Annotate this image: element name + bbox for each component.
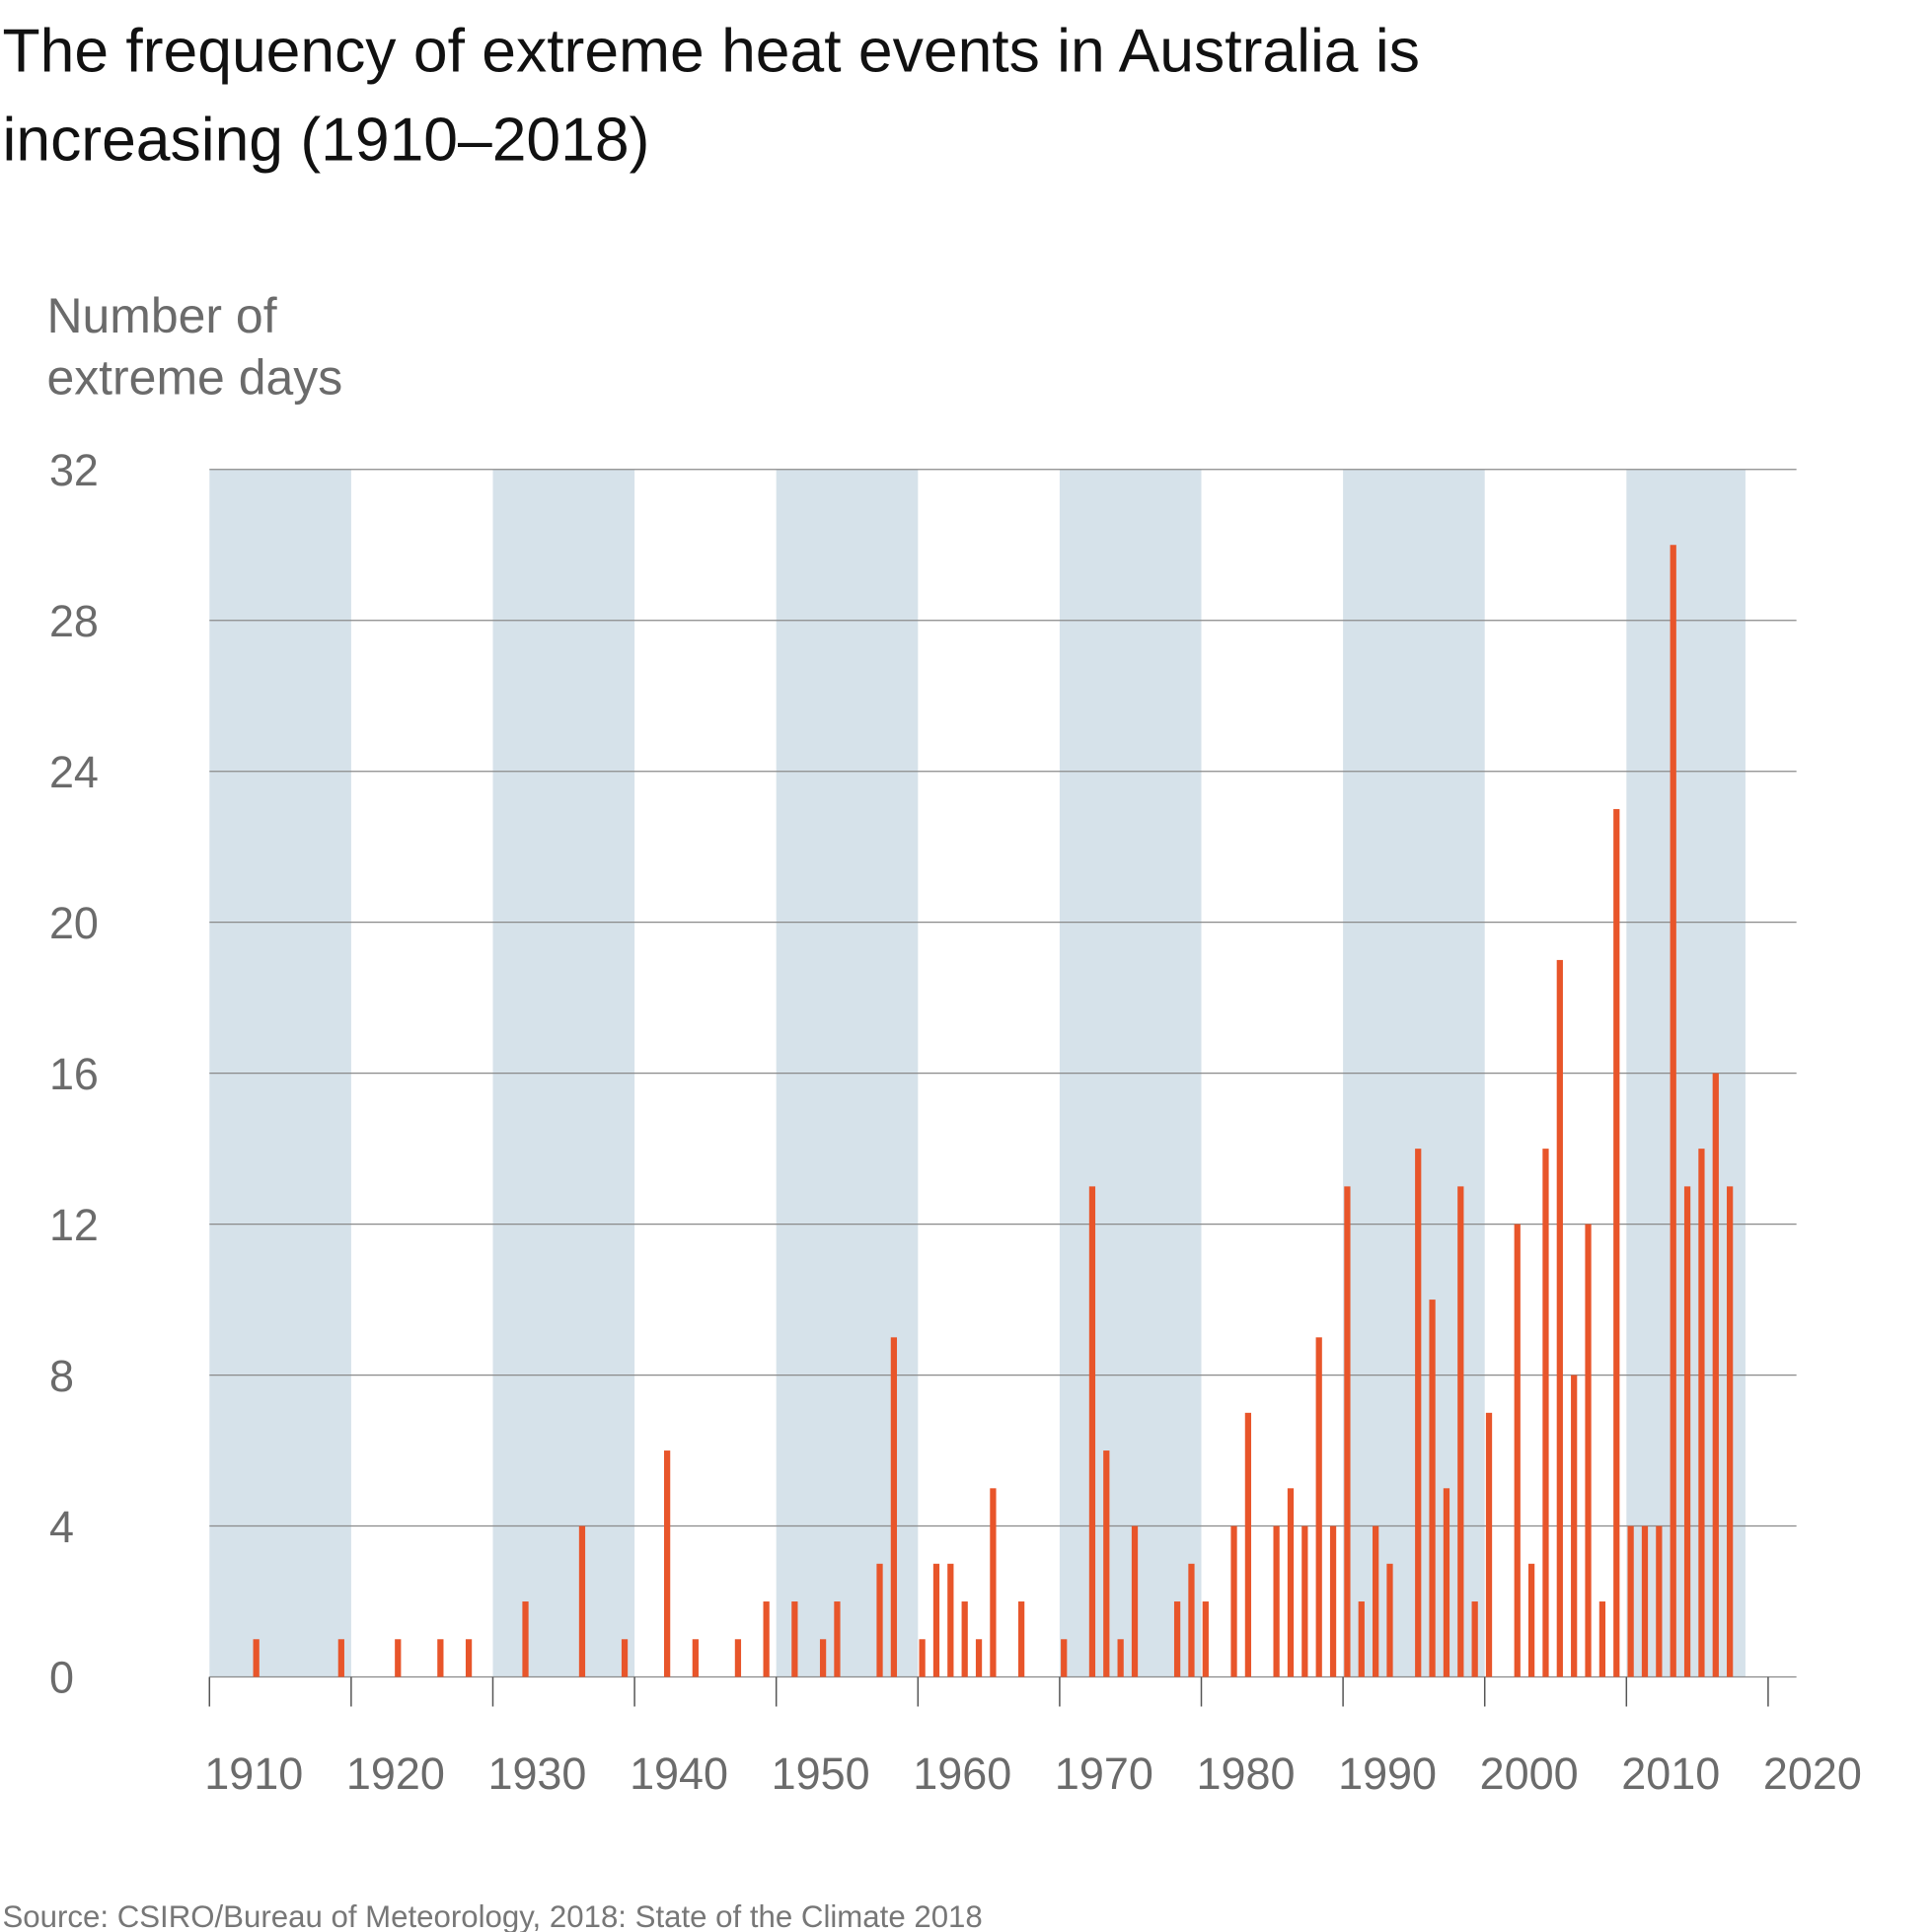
bar-2016 bbox=[1712, 1073, 1719, 1677]
bar-1967 bbox=[1018, 1601, 1025, 1677]
bar-1951 bbox=[791, 1601, 798, 1677]
y-axis-label-line-1: Number of bbox=[46, 288, 276, 343]
bar-1926 bbox=[437, 1639, 444, 1677]
y-tick-label: 20 bbox=[49, 898, 99, 948]
x-tick-label: 1920 bbox=[346, 1748, 445, 1799]
bar-2014 bbox=[1683, 1186, 1691, 1677]
bar-2003 bbox=[1527, 1563, 1535, 1677]
bar-1985 bbox=[1273, 1525, 1280, 1677]
bar-1939 bbox=[621, 1639, 629, 1677]
bar-2013 bbox=[1670, 545, 1676, 1677]
bar-2007 bbox=[1585, 1224, 1592, 1677]
bar-1983 bbox=[1244, 1412, 1252, 1677]
bar-2015 bbox=[1698, 1149, 1705, 1677]
bar-1973 bbox=[1103, 1450, 1110, 1677]
bar-1974 bbox=[1117, 1639, 1124, 1677]
x-tick-label: 2000 bbox=[1480, 1748, 1579, 1799]
x-tick-label: 1970 bbox=[1055, 1748, 1153, 1799]
bar-1986 bbox=[1287, 1488, 1295, 1677]
y-tick-label: 8 bbox=[49, 1351, 74, 1401]
bar-1949 bbox=[763, 1601, 770, 1677]
bar-2008 bbox=[1598, 1601, 1606, 1677]
y-axis-label-line-2: extreme days bbox=[46, 350, 342, 406]
y-tick-label: 24 bbox=[49, 747, 99, 797]
bar-1991 bbox=[1358, 1601, 1365, 1677]
bar-1998 bbox=[1457, 1186, 1464, 1677]
bar-2004 bbox=[1542, 1149, 1549, 1677]
bar-1961 bbox=[932, 1563, 940, 1677]
bar-1957 bbox=[876, 1563, 883, 1677]
bar-1999 bbox=[1471, 1601, 1478, 1677]
title-line-1: The frequency of extreme heat events in … bbox=[2, 16, 1419, 85]
x-tick-label: 1980 bbox=[1196, 1748, 1295, 1799]
y-tick-label: 28 bbox=[49, 596, 99, 646]
bar-1936 bbox=[578, 1525, 586, 1677]
bar-1970 bbox=[1061, 1639, 1068, 1677]
bar-1997 bbox=[1443, 1488, 1450, 1677]
bar-1982 bbox=[1230, 1525, 1237, 1677]
y-tick-label: 32 bbox=[49, 445, 99, 495]
y-tick-label: 4 bbox=[49, 1502, 74, 1552]
bar-1993 bbox=[1386, 1563, 1393, 1677]
bar-1972 bbox=[1088, 1186, 1096, 1677]
bar-1965 bbox=[990, 1488, 997, 1677]
title-line-2: increasing (1910–2018) bbox=[2, 105, 649, 174]
bar-1964 bbox=[975, 1639, 983, 1677]
bar-1958 bbox=[890, 1337, 898, 1677]
bar-2002 bbox=[1514, 1224, 1521, 1677]
x-tick-label: 1960 bbox=[913, 1748, 1011, 1799]
bar-2011 bbox=[1641, 1525, 1649, 1677]
y-tick-label: 12 bbox=[49, 1200, 99, 1250]
bar-1919 bbox=[337, 1639, 344, 1677]
bar-2010 bbox=[1627, 1525, 1634, 1677]
bar-2009 bbox=[1613, 808, 1620, 1677]
bar-1960 bbox=[919, 1639, 926, 1677]
bar-1989 bbox=[1329, 1525, 1337, 1677]
bar-2017 bbox=[1727, 1186, 1734, 1677]
bar-1923 bbox=[395, 1639, 402, 1677]
x-tick-label: 1930 bbox=[487, 1748, 586, 1799]
y-tick-label: 0 bbox=[49, 1653, 74, 1703]
source-note: Source: CSIRO/Bureau of Meteorology, 201… bbox=[2, 1899, 982, 1932]
bar-1954 bbox=[834, 1601, 841, 1677]
x-tick-label: 2020 bbox=[1763, 1748, 1862, 1799]
bar-1932 bbox=[522, 1601, 529, 1677]
bar-1992 bbox=[1373, 1525, 1379, 1677]
bar-1990 bbox=[1344, 1186, 1351, 1677]
bar-1928 bbox=[465, 1639, 473, 1677]
bar-2006 bbox=[1571, 1375, 1578, 1677]
bar-1963 bbox=[961, 1601, 968, 1677]
bar-1979 bbox=[1188, 1563, 1195, 1677]
x-tick-label: 1910 bbox=[204, 1748, 303, 1799]
x-tick-label: 2010 bbox=[1621, 1748, 1720, 1799]
bar-2000 bbox=[1485, 1412, 1493, 1677]
bar-1962 bbox=[947, 1563, 954, 1677]
y-tick-label: 16 bbox=[49, 1049, 99, 1099]
bar-1996 bbox=[1429, 1300, 1436, 1677]
bar-1953 bbox=[819, 1639, 827, 1677]
bar-2005 bbox=[1556, 959, 1563, 1677]
bar-2012 bbox=[1656, 1525, 1663, 1677]
x-tick-label: 1950 bbox=[772, 1748, 870, 1799]
bar-1995 bbox=[1415, 1149, 1422, 1677]
bar-1944 bbox=[692, 1639, 699, 1677]
bar-1988 bbox=[1315, 1337, 1322, 1677]
bar-1947 bbox=[734, 1639, 742, 1677]
bar-1913 bbox=[253, 1639, 260, 1677]
bar-1978 bbox=[1173, 1601, 1181, 1677]
bar-1987 bbox=[1301, 1525, 1308, 1677]
bar-1980 bbox=[1202, 1601, 1209, 1677]
bar-1942 bbox=[664, 1450, 671, 1677]
bar-1975 bbox=[1131, 1525, 1139, 1677]
x-tick-label: 1990 bbox=[1338, 1748, 1437, 1799]
x-tick-label: 1940 bbox=[630, 1748, 728, 1799]
